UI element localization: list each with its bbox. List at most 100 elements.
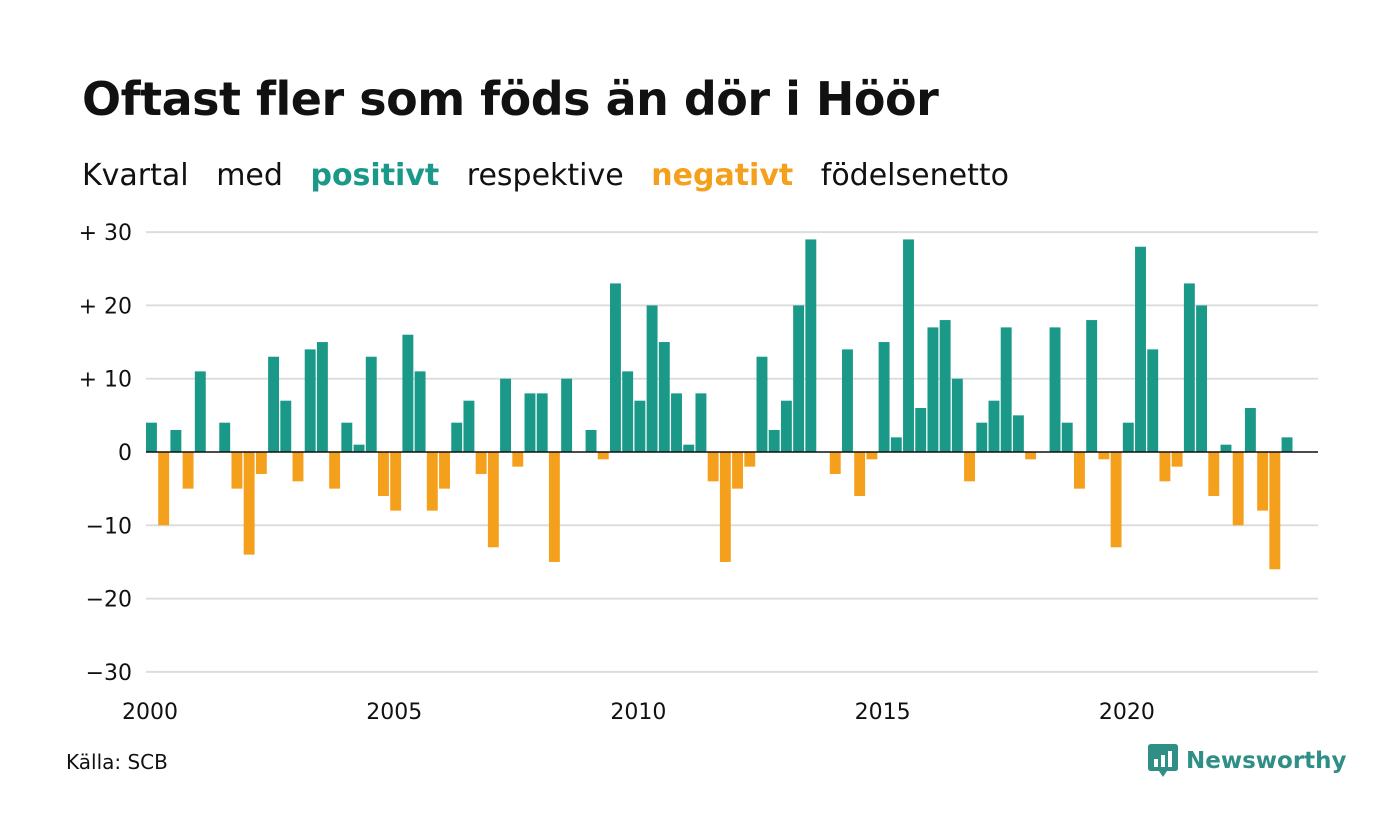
bar-negative [1269,452,1281,570]
subtitle-word-med: med [216,158,283,193]
subtitle-word-kvartal: Kvartal [82,158,189,193]
bar-positive [683,444,695,452]
subtitle-positive-label: positivt [310,158,440,193]
bar-positive [451,422,463,452]
bar-negative [329,452,341,489]
bar-positive [646,305,658,452]
bar-negative [597,452,609,460]
bar-positive [280,400,292,452]
bar-positive [524,393,536,452]
bar-positive [1183,283,1195,452]
bar-negative [548,452,560,562]
bar-positive [402,334,414,452]
bar-negative [512,452,524,467]
bar-positive [1122,422,1134,452]
bar-negative [1171,452,1183,467]
y-tick-label: −20 [86,588,132,613]
bar-positive [1086,320,1098,452]
bar-positive [1147,349,1159,452]
bar-negative [964,452,976,482]
bar-positive [903,239,914,452]
y-tick-label: −30 [86,661,132,686]
chart-title: Oftast fler som föds än dör i Höör [82,72,939,126]
bar-positive [1012,415,1024,452]
bar-positive [756,356,768,452]
bar-chart: + 30 + 20 + 10 0 −10 −20 −30 2000 2005 2010 2015 20… [79,221,1318,725]
bar-positive [561,378,573,452]
bar-negative [1208,452,1220,496]
bar-negative [243,452,255,555]
bar-negative [744,452,756,467]
bar-negative [439,452,450,489]
x-tick-label: 2010 [610,700,666,725]
bar-negative [1098,452,1110,460]
bar-positive [500,378,512,452]
bar-positive [890,437,902,452]
bar-positive [658,342,670,452]
bar-positive [805,239,817,452]
bar-negative [829,452,841,474]
bar-positive [1281,437,1293,452]
bar-positive [768,430,780,452]
bar-positive [610,283,621,452]
bar-negative [1257,452,1269,511]
x-tick-label: 2000 [122,700,178,725]
bar-positive [304,349,316,452]
source-note: Källa: SCB [66,750,168,774]
bar-negative [732,452,744,489]
bar-positive [622,371,634,452]
y-tick-label: 0 [118,441,132,466]
subtitle-word-fodelsenetto: födelsenetto [820,158,1009,193]
x-tick-label: 2020 [1099,700,1155,725]
bar-positive [842,349,853,452]
bar-negative [1074,452,1085,489]
bar-negative [1159,452,1171,482]
bar-negative [378,452,389,496]
y-tick-label: −10 [86,514,132,539]
newsworthy-logo-icon [1148,744,1178,777]
brand-logo: Newsworthy [1148,744,1347,778]
bar-negative [719,452,731,562]
bar-positive [1000,327,1012,452]
subtitle-negative-label: negativt [651,158,794,193]
bar-positive [793,305,805,452]
x-tick-label: 2015 [855,700,911,725]
bar-positive [1244,408,1256,452]
bar-positive [414,371,426,452]
bar-positive [365,356,377,452]
bar-positive [170,430,182,452]
bar-positive [536,393,548,452]
x-tick-label: 2005 [366,700,422,725]
bar-positive [927,327,939,452]
bar-positive [976,422,988,452]
bar-negative [1025,452,1037,460]
bar-positive [341,422,353,452]
y-tick-label: + 20 [79,294,132,319]
bar-positive [353,444,365,452]
y-tick-label: + 10 [79,368,132,393]
bar-negative [426,452,438,511]
bar-positive [146,422,157,452]
bar-positive [951,378,963,452]
bar-positive [695,393,707,452]
bar-positive [671,393,682,452]
bar-negative [292,452,304,482]
bar-positive [219,422,231,452]
bar-positive [780,400,792,452]
y-tick-label: + 30 [79,221,132,246]
bar-negative [854,452,866,496]
bar-negative [475,452,487,474]
bar-negative [390,452,402,511]
bar-positive [1135,246,1146,452]
bar-positive [878,342,890,452]
bar-positive [194,371,206,452]
brand-name: Newsworthy [1186,748,1347,774]
bar-positive [988,400,1000,452]
bar-negative [487,452,499,548]
bar-positive [1196,305,1208,452]
bar-positive [1220,444,1232,452]
bar-positive [316,342,328,452]
bar-positive [915,408,927,452]
bar-positive [634,400,646,452]
bar-positive [585,430,597,452]
